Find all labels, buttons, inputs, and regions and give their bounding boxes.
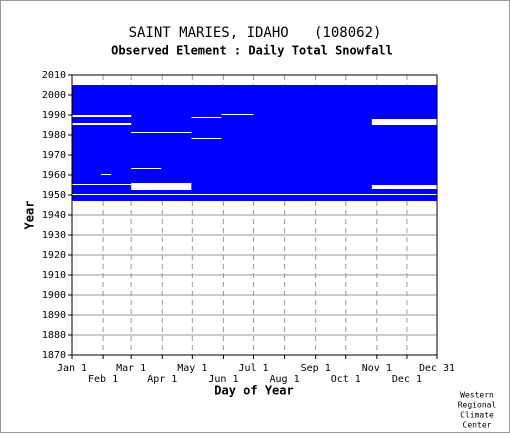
x-tick-label: Aug 1 (270, 374, 300, 385)
y-tick-label: 1930 (42, 230, 66, 241)
y-tick-label: 1940 (42, 210, 66, 221)
missing-gap (131, 168, 162, 169)
x-axis-label: Day of Year (214, 384, 293, 398)
coverage-block (72, 85, 437, 201)
missing-gap (131, 183, 192, 190)
credit-text: Center (463, 421, 492, 430)
missing-gap (221, 114, 254, 115)
x-tick-label: Dec 1 (392, 374, 422, 385)
missing-gap (72, 123, 132, 125)
missing-gap (371, 185, 437, 189)
y-tick-label: 1950 (42, 190, 66, 201)
y-tick-label: 1990 (42, 110, 66, 121)
y-tick-label: 2000 (42, 90, 66, 101)
missing-gap (191, 117, 222, 118)
y-tick-label: 1960 (42, 170, 66, 181)
chart-title: SAINT MARIES, IDAHO (108062) (129, 25, 382, 41)
y-axis-label: Year (23, 201, 37, 230)
x-tick-label: Nov 1 (362, 363, 392, 374)
missing-gap (72, 184, 132, 185)
x-tick-label: May 1 (177, 363, 207, 374)
x-tick-label: Jan 1 (57, 363, 87, 374)
y-tick-label: 1980 (42, 130, 66, 141)
y-tick-label: 1890 (42, 310, 66, 321)
x-tick-label: Feb 1 (88, 374, 118, 385)
y-tick-label: 2010 (42, 70, 66, 81)
y-tick-label: 1970 (42, 150, 66, 161)
x-tick-label: Mar 1 (116, 363, 146, 374)
missing-gap (72, 115, 132, 117)
plot-border (71, 74, 438, 356)
y-tick-label: 1870 (42, 350, 66, 361)
x-tick-label: Sep 1 (301, 363, 331, 374)
x-tick-label: Jul 1 (238, 363, 268, 374)
y-tick-label: 1900 (42, 290, 66, 301)
chart-subtitle: Observed Element : Daily Total Snowfall (111, 44, 393, 58)
x-tick-label: Jun 1 (208, 374, 238, 385)
x-tick-label: Oct 1 (331, 374, 361, 385)
missing-gap (131, 132, 192, 133)
missing-gap (72, 194, 437, 195)
credit-text: Western (460, 391, 494, 400)
credit-text: Climate (460, 411, 494, 420)
x-tick-label: Apr 1 (147, 374, 177, 385)
missing-gap (191, 138, 222, 139)
y-tick-label: 1920 (42, 250, 66, 261)
y-tick-label: 1880 (42, 330, 66, 341)
missing-gap (101, 174, 112, 175)
missing-gap (371, 119, 437, 125)
y-tick-label: 1910 (42, 270, 66, 281)
x-tick-label: Dec 31 (419, 363, 455, 374)
credit-text: Regional (458, 401, 497, 410)
